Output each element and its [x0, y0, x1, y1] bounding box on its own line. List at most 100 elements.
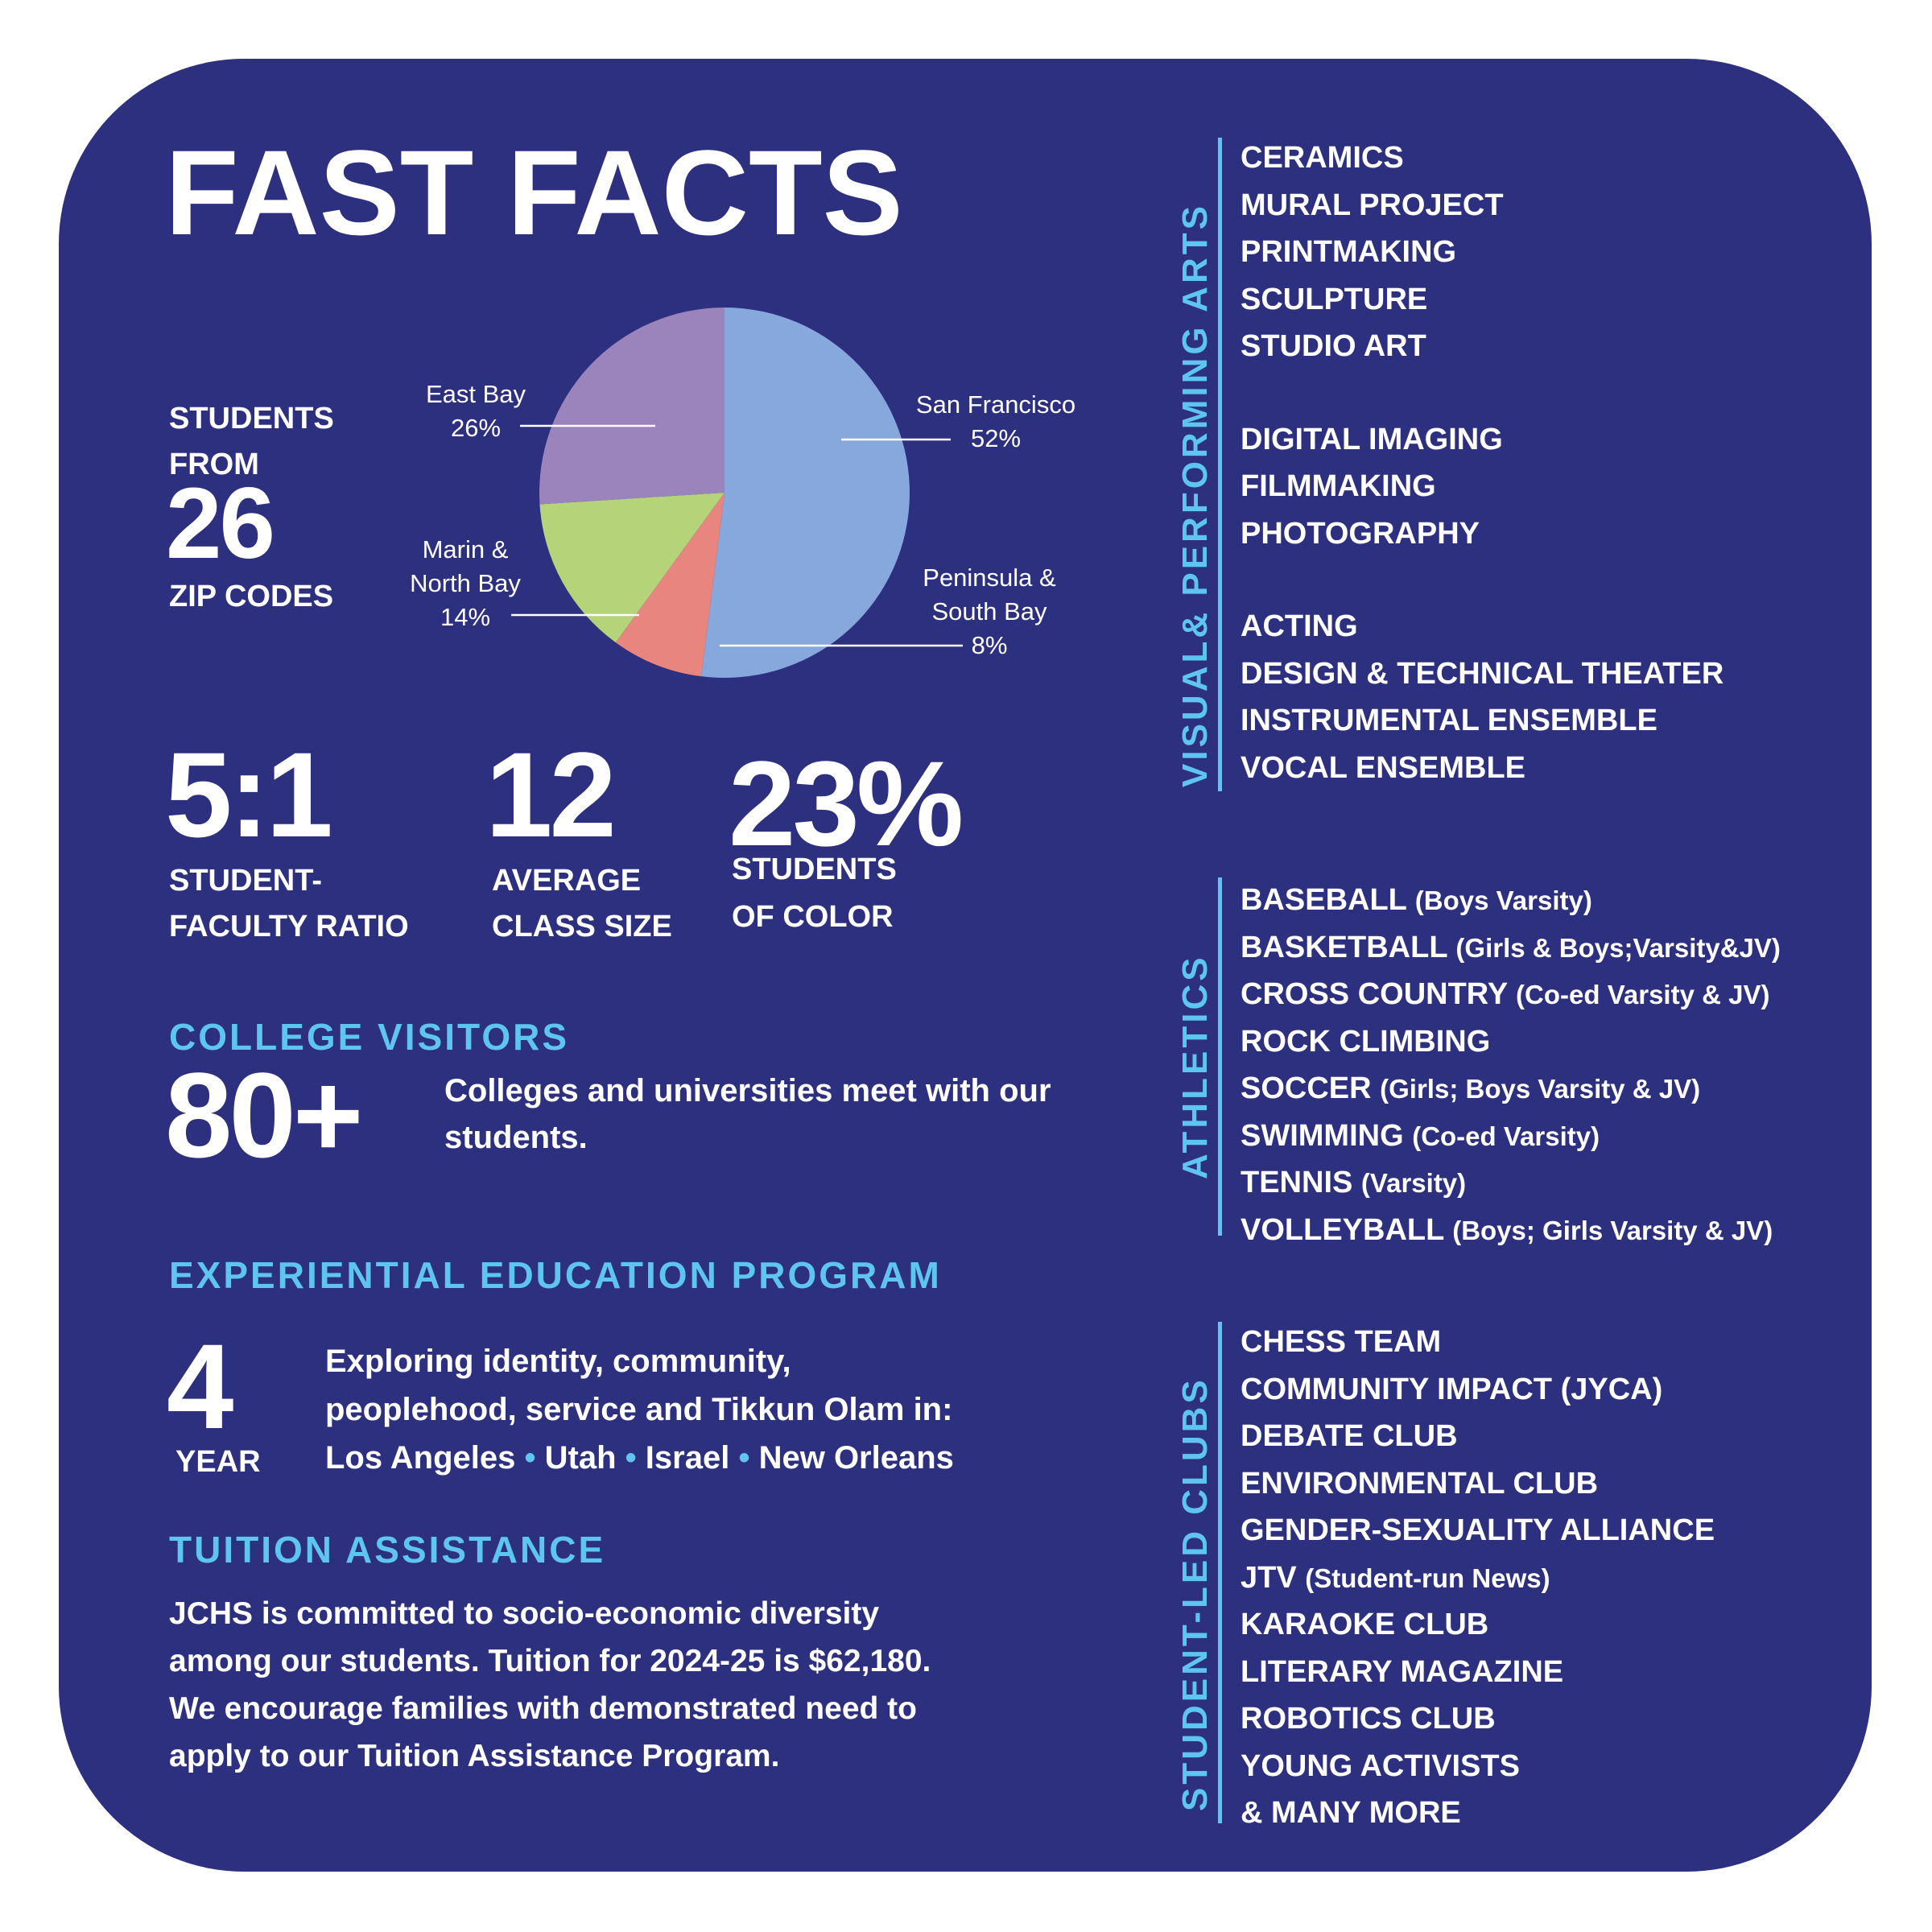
pie-label-name: Peninsula & South Bay — [923, 564, 1056, 625]
list-item: ROBOTICS CLUB — [1241, 1703, 1496, 1734]
pie-label: Marin & North Bay 14% — [389, 533, 542, 634]
location: New Orleans — [758, 1440, 954, 1476]
stat-label-line: FACULTY RATIO — [169, 910, 409, 943]
item-name: COMMUNITY IMPACT (JYCA) — [1241, 1372, 1663, 1406]
visitors-number: 80+ — [165, 1047, 363, 1183]
pie-label-name: Marin & North Bay — [410, 535, 521, 597]
separator: • — [738, 1440, 750, 1476]
text-line: apply to our Tuition Assistance Program. — [169, 1739, 780, 1773]
item-name: CROSS COUNTRY — [1241, 977, 1508, 1011]
zip-number: 26 — [166, 468, 275, 580]
vertical-heading: STUDENT-LED CLUBS — [1175, 1377, 1215, 1811]
list-item: KARAOKE CLUB — [1241, 1609, 1488, 1640]
list-item: CHESS TEAM — [1241, 1327, 1441, 1357]
section-heading: TUITION ASSISTANCE — [169, 1529, 606, 1571]
leader-lines — [511, 424, 963, 647]
item-detail: (Girls; Boys Varsity & JV) — [1380, 1074, 1701, 1104]
zip-lead: STUDENTS — [169, 402, 334, 436]
list-item: SCULPTURE — [1241, 282, 1428, 316]
pie-label-name: East Bay — [425, 380, 526, 408]
text-line: among our students. Tuition for 2024-25 … — [169, 1644, 931, 1678]
item-name: ROBOTICS CLUB — [1241, 1702, 1496, 1736]
list-item: PRINTMAKING — [1241, 235, 1457, 269]
zip-label: ZIP CODES — [169, 580, 334, 613]
location: Los Angeles — [325, 1440, 516, 1476]
stat-label: AVERAGE CLASS SIZE — [492, 858, 672, 950]
stat-value: 23% — [729, 736, 964, 871]
text-line: JCHS is committed to socio-economic dive… — [169, 1596, 880, 1631]
section-heading: COLLEGE VISITORS — [169, 1016, 569, 1058]
tuition-text: JCHS is committed to socio-economic dive… — [169, 1590, 931, 1780]
section-bar — [1218, 1322, 1222, 1823]
item-name: LITERARY MAGAZINE — [1241, 1654, 1564, 1689]
list-item: COMMUNITY IMPACT (JYCA) — [1241, 1374, 1662, 1405]
stat-value: 12 — [485, 727, 617, 862]
list-item: ACTING — [1241, 609, 1358, 643]
list-item: TENNIS (Varsity) — [1241, 1167, 1466, 1198]
list-item: MURAL PROJECT — [1241, 188, 1504, 222]
item-name: SOCCER — [1241, 1071, 1372, 1105]
item-name: ROCK CLIMBING — [1241, 1024, 1491, 1059]
location: Utah — [544, 1440, 617, 1476]
pie-value-label: 52% — [970, 424, 1022, 452]
zip-lead: FROM — [169, 448, 259, 481]
pie-label: San Francisco 52% — [891, 388, 1100, 456]
item-detail: (Student-run News) — [1305, 1563, 1550, 1593]
item-name: CHESS TEAM — [1241, 1325, 1442, 1359]
list-item: VOLLEYBALL (Boys; Girls Varsity & JV) — [1241, 1215, 1773, 1245]
stat-label: STUDENTS OF COLOR — [732, 846, 897, 941]
text-line: We encourage families with demonstrated … — [169, 1691, 917, 1726]
list-item: STUDIO ART — [1241, 329, 1426, 363]
list-item: YOUNG ACTIVISTS — [1241, 1751, 1520, 1781]
stat-value: 5:1 — [165, 727, 333, 862]
list-item: & MANY MORE — [1241, 1798, 1461, 1828]
separator: • — [524, 1440, 536, 1476]
visitors-text: Colleges and universities meet with our … — [444, 1073, 1051, 1155]
location: Israel — [645, 1440, 730, 1476]
stat-label-line: AVERAGE — [492, 864, 642, 898]
list-item: INSTRUMENTAL ENSEMBLE — [1241, 704, 1657, 737]
item-detail: (Boys Varsity) — [1414, 886, 1592, 915]
vertical-heading: VISUAL& PERFORMING ARTS — [1175, 203, 1215, 787]
list-item: CROSS COUNTRY (Co-ed Varsity & JV) — [1241, 979, 1769, 1009]
text-line: peoplehood, service and Tikkun Olam in: — [325, 1392, 953, 1427]
section-bar — [1218, 138, 1222, 791]
item-detail: (Co-ed Varsity) — [1412, 1121, 1600, 1151]
item-name: JTV — [1241, 1560, 1297, 1595]
list-item: CERAMICS — [1241, 141, 1404, 175]
item-name: GENDER-SEXUALITY ALLIANCE — [1241, 1513, 1715, 1547]
item-detail: (Boys; Girls Varsity & JV) — [1452, 1215, 1773, 1245]
item-name: BASEBALL — [1241, 883, 1407, 917]
item-detail: (Girls & Boys;Varsity&JV) — [1455, 932, 1781, 963]
experiential-unit: YEAR — [175, 1445, 261, 1479]
pie-slice — [539, 493, 724, 643]
item-detail: (Varsity) — [1360, 1168, 1467, 1198]
item-name: KARAOKE CLUB — [1241, 1608, 1489, 1641]
item-name: TENNIS — [1241, 1166, 1353, 1199]
item-name: YOUNG ACTIVISTS — [1241, 1748, 1520, 1783]
pie-value-label: 8% — [971, 631, 1008, 659]
item-detail: (Co-ed Varsity & JV) — [1516, 980, 1770, 1009]
pie-value-label: 14% — [440, 603, 491, 631]
list-item: DIGITAL IMAGING — [1241, 422, 1503, 456]
pie-label: Peninsula & South Bay 8% — [905, 561, 1074, 663]
pie-value-label: 26% — [450, 414, 502, 442]
item-name: VOLLEYBALL — [1241, 1212, 1444, 1247]
list-item: GENDER-SEXUALITY ALLIANCE — [1241, 1515, 1715, 1546]
pie-slice — [615, 493, 724, 677]
stat-label-line: OF COLOR — [732, 900, 894, 934]
pie-label-name: San Francisco — [915, 390, 1076, 419]
list-item: DESIGN & TECHNICAL THEATER — [1241, 656, 1724, 691]
list-item: ENVIRONMENTAL CLUB — [1241, 1468, 1598, 1499]
list-item: ROCK CLIMBING — [1241, 1026, 1490, 1057]
list-item: SOCCER (Girls; Boys Varsity & JV) — [1241, 1073, 1700, 1104]
locations: Los Angeles • Utah • Israel • New Orlean… — [325, 1434, 954, 1482]
item-name: & MANY MORE — [1241, 1796, 1461, 1830]
list-item: FILMMAKING — [1241, 469, 1436, 503]
experiential-text: Exploring identity, community, peoplehoo… — [325, 1337, 954, 1482]
list-item: VOCAL ENSEMBLE — [1241, 750, 1526, 785]
list-item: JTV (Student-run News) — [1241, 1563, 1550, 1593]
pie-slice — [539, 308, 724, 505]
experiential-number: 4 — [167, 1319, 233, 1454]
